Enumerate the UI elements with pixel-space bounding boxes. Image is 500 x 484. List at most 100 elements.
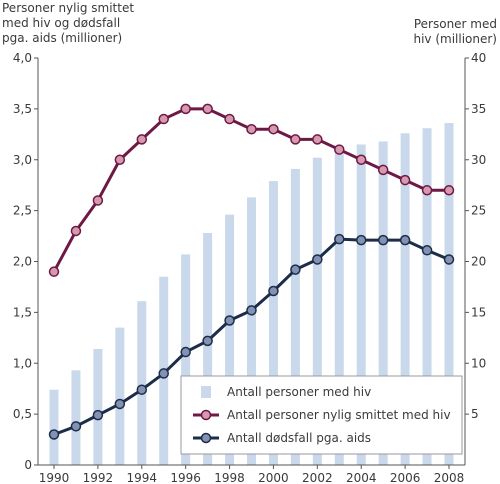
point-0-2003	[334, 144, 345, 155]
point-1-2004	[355, 234, 367, 246]
point-0-2007	[421, 185, 433, 196]
y-left-title-line-1: Personer nylig smittet	[2, 1, 134, 15]
y-right-tick-label: 20	[471, 255, 486, 269]
point-0-2006	[399, 174, 411, 186]
bar-1997	[203, 233, 213, 465]
bar-1996	[181, 254, 191, 465]
legend-box	[180, 375, 463, 455]
bar-1998	[225, 214, 235, 465]
axes-layer: 0 0,5 1,0 1,5 2,0 2,5 3,0 3,5 4,0 5 10 15 20 25 30 35 40…	[13, 51, 486, 484]
y-right-tick-label: 40	[471, 51, 486, 65]
bar-1992	[93, 349, 103, 465]
point-1-1991	[70, 421, 82, 432]
point-0-1990	[48, 266, 60, 277]
point-1-2002	[312, 254, 323, 265]
legend-swatch-bars	[201, 386, 211, 398]
point-0-2005	[377, 164, 389, 176]
point-1-2007	[421, 245, 433, 256]
point-0-1997	[202, 103, 213, 115]
legend: Antall personer med hiv Antall personer n…	[180, 375, 463, 455]
x-tick-label: 2006	[390, 471, 421, 484]
x-tick-label: 2008	[434, 471, 465, 484]
point-1-1992	[92, 409, 104, 421]
point-0-1991	[70, 225, 82, 237]
bar-1999	[247, 197, 256, 465]
point-0-1996	[180, 103, 191, 115]
x-tick-label: 1994	[127, 471, 158, 484]
point-0-2008	[443, 185, 455, 196]
legend-label-0: Antall personer med hiv	[227, 385, 371, 399]
x-tick-label: 1998	[214, 471, 245, 484]
bar-1994	[137, 301, 147, 465]
point-0-1992	[92, 195, 104, 206]
point-1-1990	[48, 429, 60, 440]
y-left-tick-label: 1,0	[13, 356, 32, 370]
point-1-1993	[114, 398, 126, 410]
point-1-1995	[158, 368, 169, 379]
y-right-tick-label: 15	[471, 305, 486, 319]
point-1-2003	[334, 233, 345, 245]
point-1-1996	[180, 346, 191, 358]
point-1-1997	[202, 335, 213, 347]
point-1-2005	[377, 234, 389, 246]
x-tick-label: 2000	[258, 471, 289, 484]
bar-2007	[422, 128, 432, 465]
y-left-tick-label: 4,0	[13, 51, 32, 65]
y-left-title-line-2: med hiv og dødsfall	[2, 16, 120, 30]
legend-swatch-marker-2	[200, 432, 212, 444]
bar-1993	[115, 327, 125, 465]
y-left-tick-label: 2,0	[13, 255, 32, 269]
point-0-2000	[268, 123, 279, 135]
legend-label-2: Antall dødsfall pga. aids	[227, 431, 371, 445]
y-right-tick-label: 35	[471, 102, 486, 116]
point-0-1998	[224, 113, 235, 125]
bar-1990	[49, 389, 59, 465]
point-0-1993	[114, 154, 126, 165]
point-1-1999	[246, 305, 257, 316]
y-right-tick-label: 30	[471, 153, 486, 167]
x-tick-label: 1990	[39, 471, 70, 484]
y-left-tick-label: 3,5	[13, 102, 32, 116]
point-0-2002	[312, 134, 323, 145]
lines-layer	[48, 103, 455, 440]
y-left-title-line-3: pga. aids (millioner)	[2, 31, 122, 45]
x-tick-label: 2004	[346, 471, 377, 484]
point-0-2004	[355, 154, 367, 165]
legend-swatch-marker-1	[200, 409, 212, 421]
legend-label-1: Antall personer nylig smittet med hiv	[227, 408, 451, 422]
point-1-2008	[443, 254, 455, 265]
point-0-2001	[290, 134, 301, 145]
y-right-title-line-2: hiv (millioner)	[413, 32, 497, 46]
bar-2002	[312, 157, 322, 465]
bar-2001	[290, 168, 300, 465]
bar-2003	[334, 151, 344, 466]
y-right-tick-label: 5	[471, 407, 479, 421]
point-1-2000	[268, 285, 279, 297]
bar-2000	[268, 181, 278, 465]
bars-layer	[49, 123, 454, 466]
point-1-2006	[399, 234, 411, 246]
y-left-tick-label: 0,5	[13, 407, 32, 421]
point-0-1999	[246, 123, 257, 135]
x-tick-label: 2002	[302, 471, 333, 484]
point-1-2001	[290, 264, 301, 275]
point-0-1994	[136, 134, 148, 145]
bar-1991	[71, 370, 81, 465]
x-tick-label: 1996	[170, 471, 201, 484]
point-1-1998	[224, 315, 235, 326]
y-right-tick-label: 10	[471, 356, 486, 370]
point-1-1994	[136, 384, 148, 395]
bar-2004	[356, 144, 366, 466]
y-left-tick-label: 0	[24, 458, 32, 472]
x-tick-label: 1992	[83, 471, 114, 484]
y-left-tick-label: 3,0	[13, 153, 32, 167]
y-right-title-line-1: Personer med	[414, 17, 497, 31]
y-left-tick-label: 1,5	[13, 305, 32, 319]
point-0-1995	[158, 113, 169, 125]
bar-2008	[444, 123, 454, 466]
y-left-tick-label: 2,5	[13, 204, 32, 218]
y-right-tick-label: 25	[471, 204, 486, 218]
bar-2006	[400, 133, 410, 466]
bar-2005	[378, 141, 388, 465]
